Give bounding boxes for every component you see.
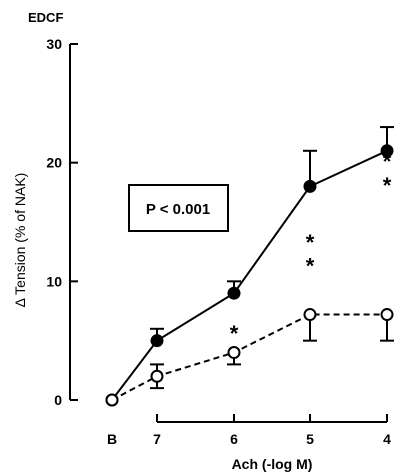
s0-point-1 <box>150 334 164 348</box>
significance-mark-3: * <box>383 173 392 198</box>
y-tick-label-1: 10 <box>46 273 62 289</box>
s0-point-2 <box>227 286 241 300</box>
s1-point-4 <box>380 308 394 322</box>
significance-mark-1: * <box>306 254 315 279</box>
y-tick-label-0: 0 <box>54 392 62 408</box>
x-tick-label-2: 6 <box>230 431 238 447</box>
s0-point-4 <box>380 144 394 158</box>
axes: 0 10 20 30 B 7 6 5 4 <box>46 36 391 447</box>
s1-point-2 <box>227 346 241 360</box>
s0-point-3 <box>303 179 317 193</box>
significance-mark-2: * <box>306 230 315 255</box>
s1-point-1 <box>150 369 164 383</box>
y-axis-label: Δ Tension (% of NAK) <box>12 173 28 308</box>
s1-point-3 <box>303 308 317 322</box>
x-tick-label-1: 7 <box>153 431 161 447</box>
s1-point-0 <box>105 393 119 407</box>
x-axis-label: Ach (-log M) <box>232 456 313 472</box>
significance-mark-0: * <box>230 321 239 346</box>
x-tick-label-0: B <box>107 431 117 447</box>
y-tick-label-3: 30 <box>46 36 62 52</box>
x-tick-label-3: 5 <box>306 431 314 447</box>
p-value-box: P < 0.001 <box>128 184 229 232</box>
chart-title: EDCF <box>28 10 63 25</box>
significance-mark-4: * <box>383 149 392 174</box>
x-tick-label-4: 4 <box>383 431 391 447</box>
y-tick-label-2: 20 <box>46 155 62 171</box>
data-marks: ***** <box>105 126 394 407</box>
p-value-text: P < 0.001 <box>146 201 210 218</box>
